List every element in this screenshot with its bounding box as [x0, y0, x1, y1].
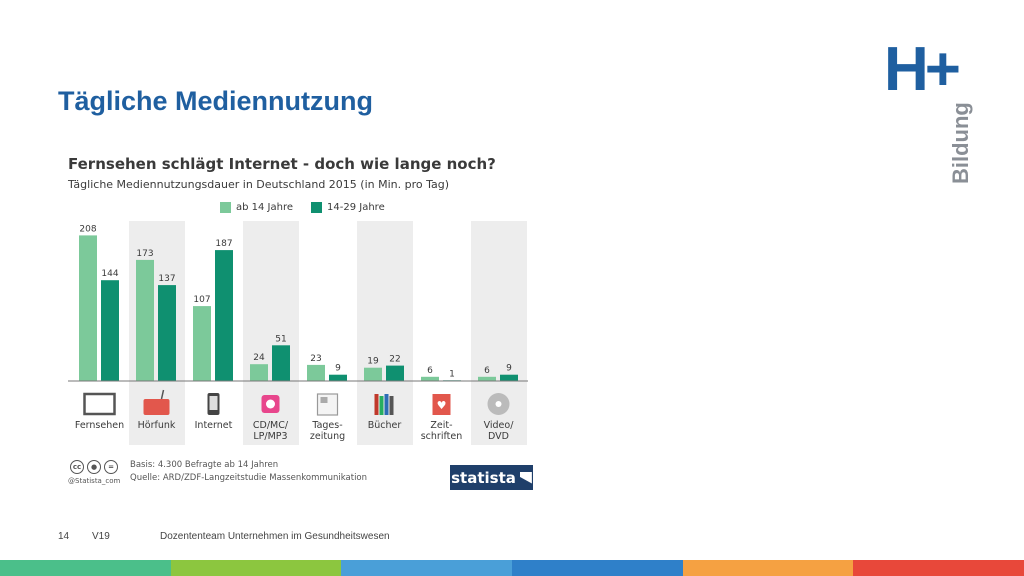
bar-14-29	[215, 250, 233, 381]
bottom-color-bar	[0, 560, 1024, 576]
data-label: 22	[389, 355, 400, 365]
nd-icon: =	[104, 460, 118, 474]
footer-text: Dozententeam Unternehmen im Gesundheitsw…	[160, 531, 390, 542]
radio-icon	[143, 399, 170, 415]
data-label: 173	[136, 249, 153, 259]
bar-ab-14	[193, 306, 211, 381]
legend-label-series-1: ab 14 Jahre	[236, 202, 294, 213]
bar-ab-14	[307, 364, 325, 381]
category-label: CD/MC/	[253, 420, 289, 431]
disc-hole	[495, 401, 502, 407]
data-label: 9	[506, 364, 512, 374]
book-spine	[384, 394, 389, 415]
category-label: Video/	[484, 420, 515, 431]
creative-commons-icons: cc ● =	[70, 460, 118, 474]
magazine-icon	[432, 394, 451, 415]
cc-icon: cc	[70, 460, 84, 474]
page-number: 14	[58, 531, 70, 542]
bar-ab-14	[136, 259, 154, 381]
data-label: 107	[193, 295, 210, 305]
infographic-subtitle: Tägliche Mediennutzungsdauer in Deutschl…	[68, 178, 450, 191]
category-label: Internet	[195, 420, 233, 431]
heart-icon: ♥	[437, 399, 447, 412]
book-spine	[374, 394, 379, 415]
data-label: 19	[367, 357, 379, 367]
data-label: 23	[310, 354, 321, 364]
data-label: 6	[427, 366, 433, 376]
source-note: Quelle: ARD/ZDF-Langzeitstudie Massenkom…	[130, 473, 368, 483]
color-bar-segment	[341, 560, 513, 576]
color-bar-segment	[512, 560, 683, 576]
color-bar-segment	[170, 560, 342, 576]
statista-logo: statista	[450, 465, 533, 490]
category-label: Tages-	[311, 420, 342, 431]
bar-14-29	[158, 285, 176, 381]
legend-label-series-2: 14-29 Jahre	[327, 202, 385, 213]
legend-swatch-series-2	[311, 202, 323, 213]
bar-14-29	[272, 345, 290, 381]
color-bar-segment	[682, 560, 854, 576]
bar-ab-14	[79, 235, 97, 381]
bar-ab-14	[250, 364, 268, 381]
data-label: 187	[215, 239, 232, 249]
bar-14-29	[386, 365, 404, 381]
category-label: zeitung	[310, 431, 345, 442]
category-label: Fernsehen	[75, 420, 124, 431]
statista-handle: @Statista_com	[68, 477, 121, 485]
newspaper-photo	[320, 397, 328, 403]
color-bar-segment	[853, 560, 1024, 576]
category-label: Zeit-	[430, 420, 452, 431]
data-label: 1	[449, 369, 455, 379]
infographic-title: Fernsehen schlägt Internet - doch wie la…	[68, 155, 496, 173]
color-bar-segment	[0, 560, 171, 576]
bar-14-29	[101, 280, 119, 381]
data-label: 137	[158, 274, 175, 284]
chart-legend: ab 14 Jahre 14-29 Jahre	[220, 202, 385, 213]
bar-14-29	[500, 374, 518, 381]
data-label: 144	[101, 269, 118, 279]
bar-ab-14	[421, 376, 439, 381]
slide-title: Tägliche Mediennutzung	[58, 86, 373, 116]
category-label: Bücher	[368, 420, 402, 431]
data-label: 208	[79, 224, 96, 234]
book-spine	[389, 396, 394, 415]
h-plus-logo: H+	[884, 35, 984, 187]
bar-ab-14	[478, 376, 496, 381]
tv-icon	[83, 392, 116, 416]
legend-item-series-1: ab 14 Jahre	[220, 202, 293, 213]
data-label: 9	[335, 364, 341, 374]
phone-screen	[209, 396, 218, 410]
data-label: 51	[275, 334, 286, 344]
category-label: Hörfunk	[138, 420, 176, 431]
data-label: 24	[253, 353, 265, 363]
bar-chart: 208 144 173 137 107 187 24 51 23 9 19 22 6 1 6 9 Fernseh…	[68, 221, 528, 445]
basis-note: Basis: 4.300 Befragte ab 14 Jahren	[130, 460, 279, 470]
category-label: DVD	[488, 431, 509, 442]
radio-antenna	[160, 389, 165, 400]
statista-brand: statista	[451, 468, 516, 487]
bar-14-29	[329, 374, 347, 381]
category-label: schriften	[421, 431, 463, 442]
statista-mark-icon	[519, 471, 532, 484]
version-label: V19	[92, 531, 110, 542]
legend-swatch-series-1	[220, 202, 231, 213]
infographic-footer: cc ● = @Statista_com Basis: 4.300 Befrag…	[58, 452, 533, 490]
statista-infographic: 208 144 173 137 107 187 24 51 23 9 19 22 6 1 6 9 Fernseh…	[58, 145, 533, 490]
legend-item-series-2: 14-29 Jahre	[311, 202, 385, 213]
book-spine	[379, 396, 384, 415]
logo-subtitle: Bildung	[948, 102, 973, 184]
player-wheel	[266, 399, 275, 409]
logo-mark: H+	[884, 35, 961, 104]
category-label: LP/MP3	[253, 431, 287, 442]
data-label: 6	[484, 366, 490, 376]
bar-ab-14	[364, 367, 382, 381]
by-icon: ●	[87, 460, 101, 474]
